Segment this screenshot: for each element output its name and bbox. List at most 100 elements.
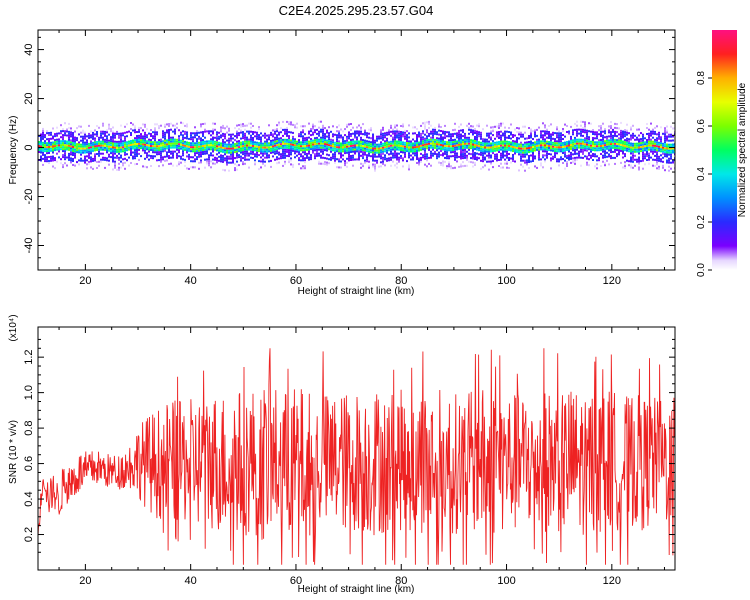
heatmap-cell xyxy=(654,132,656,135)
heatmap-cell xyxy=(576,158,578,161)
heatmap-cell xyxy=(412,138,414,141)
heatmap-cell xyxy=(488,160,490,163)
heatmap-cell xyxy=(454,132,456,135)
heatmap-cell xyxy=(74,142,76,145)
heatmap-cell xyxy=(456,156,458,159)
heatmap-cell xyxy=(98,138,100,141)
heatmap-cell xyxy=(146,140,148,143)
heatmap-cell xyxy=(282,142,284,145)
heatmap-cell xyxy=(106,149,108,152)
heatmap-cell xyxy=(458,131,460,134)
heatmap-cell xyxy=(544,130,546,133)
heatmap-cell xyxy=(652,136,654,139)
heatmap-cell xyxy=(302,159,304,162)
heatmap-cell xyxy=(542,134,544,137)
heatmap-cell xyxy=(358,144,360,147)
heatmap-cell xyxy=(406,146,408,149)
heatmap-cell xyxy=(570,143,572,146)
heatmap-cell xyxy=(642,135,644,138)
heatmap-cell xyxy=(130,162,132,164)
heatmap-cell xyxy=(442,162,444,165)
heatmap-cell xyxy=(414,142,416,145)
heatmap-cell xyxy=(80,149,82,152)
heatmap-cell xyxy=(360,150,362,153)
heatmap-cell xyxy=(522,125,524,128)
heatmap-cell xyxy=(468,160,470,163)
heatmap-cell xyxy=(408,148,410,151)
heatmap-cell xyxy=(390,130,392,133)
heatmap-cell xyxy=(236,124,238,127)
heatmap-cell xyxy=(394,150,396,153)
heatmap-cell xyxy=(546,142,548,145)
heatmap-cell xyxy=(576,134,578,137)
heatmap-cell xyxy=(230,161,232,164)
heatmap-cell xyxy=(48,134,50,136)
heatmap-cell xyxy=(412,158,414,161)
heatmap-cell xyxy=(180,147,182,150)
heatmap-cell xyxy=(488,142,490,145)
heatmap-cell xyxy=(650,130,652,133)
heatmap-cell xyxy=(468,140,470,143)
heatmap-cell xyxy=(580,156,582,159)
heatmap-cell xyxy=(70,133,72,136)
heatmap-cell xyxy=(288,159,290,162)
heatmap-cell xyxy=(370,151,372,154)
heatmap-cell xyxy=(108,149,110,152)
heatmap-cell xyxy=(286,126,288,129)
heatmap-cell xyxy=(280,137,282,140)
heatmap-cell xyxy=(162,150,164,153)
heatmap-cell xyxy=(390,146,392,149)
heatmap-cell xyxy=(132,139,134,142)
heatmap-cell xyxy=(356,136,358,139)
heatmap-cell xyxy=(220,142,222,145)
heatmap-cell xyxy=(44,134,46,137)
heatmap-cell xyxy=(510,131,512,134)
heatmap-cell xyxy=(658,145,660,148)
heatmap-cell xyxy=(504,144,506,147)
heatmap-cell xyxy=(234,147,236,150)
heatmap-cell xyxy=(632,146,634,149)
heatmap-cell xyxy=(630,148,632,151)
heatmap-cell xyxy=(174,144,176,147)
heatmap-cell xyxy=(176,154,178,157)
heatmap-cell xyxy=(600,165,602,167)
heatmap-cell xyxy=(406,150,408,153)
heatmap-cell xyxy=(134,131,136,134)
heatmap-cell xyxy=(158,141,160,144)
heatmap-cell xyxy=(596,149,598,152)
heatmap-cell xyxy=(282,144,284,147)
heatmap-cell xyxy=(440,148,442,150)
heatmap-cell xyxy=(82,135,84,138)
heatmap-cell xyxy=(558,144,560,147)
heatmap-cell xyxy=(566,157,568,159)
heatmap-cell xyxy=(368,128,370,131)
heatmap-cell xyxy=(280,127,282,130)
heatmap-cell xyxy=(284,156,286,159)
heatmap-cell xyxy=(636,144,638,147)
heatmap-cell xyxy=(112,146,114,149)
heatmap-cell xyxy=(156,145,158,148)
heatmap-cell xyxy=(98,150,100,153)
heatmap-cell xyxy=(514,134,516,137)
heatmap-cell xyxy=(360,148,362,151)
heatmap-cell xyxy=(172,142,174,145)
heatmap-cell xyxy=(80,153,82,156)
heatmap-cell xyxy=(110,138,112,141)
heatmap-cell xyxy=(454,138,456,141)
heatmap-cell xyxy=(436,149,438,152)
heatmap-cell xyxy=(160,142,162,145)
heatmap-cell xyxy=(108,153,110,156)
heatmap-cell xyxy=(496,135,498,138)
heatmap-cell xyxy=(358,152,360,155)
heatmap-cell xyxy=(322,146,324,149)
heatmap-cell xyxy=(178,143,180,146)
heatmap-cell xyxy=(544,140,546,143)
heatmap-cell xyxy=(376,143,378,146)
heatmap-cell xyxy=(120,142,122,145)
heatmap-cell xyxy=(264,164,266,167)
heatmap-cell xyxy=(114,160,116,163)
heatmap-cell xyxy=(330,148,332,151)
heatmap-cell xyxy=(286,134,288,137)
heatmap-cell xyxy=(310,148,312,151)
heatmap-cell xyxy=(546,144,548,147)
